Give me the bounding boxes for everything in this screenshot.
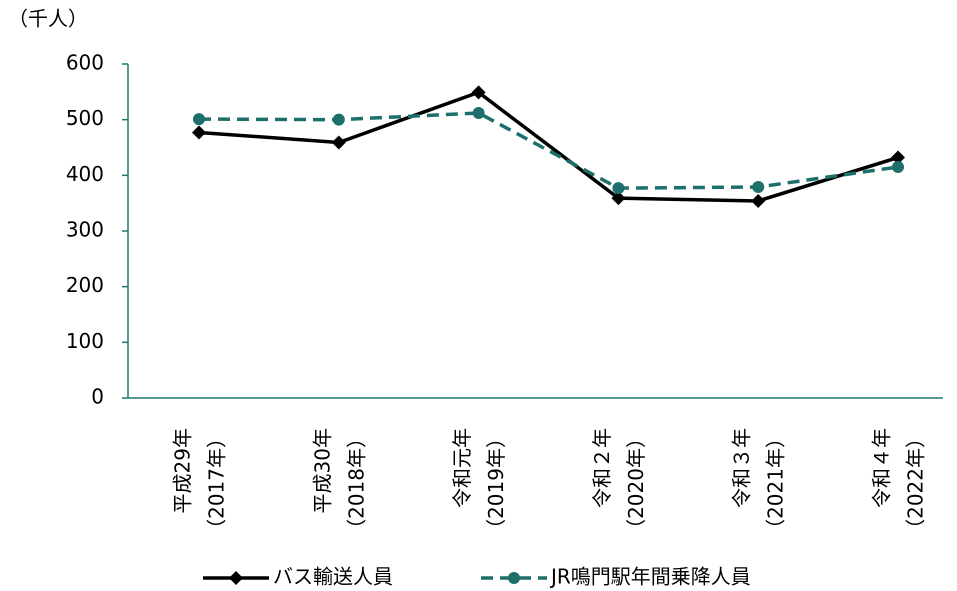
x-tick-label: 平成30年: [310, 428, 334, 513]
marker: [752, 181, 765, 194]
y-tick-label: 500: [66, 106, 104, 130]
marker: [471, 85, 486, 100]
marker: [611, 191, 626, 206]
x-tick-label: 令和２年: [590, 428, 614, 508]
marker: [192, 125, 206, 140]
marker: [193, 113, 205, 126]
marker: [612, 182, 625, 195]
marker: [472, 106, 485, 119]
marker: [331, 135, 346, 150]
marker: [891, 150, 905, 165]
x-tick-label: （2022年）: [904, 428, 928, 539]
series-line: [198, 90, 899, 203]
y-tick-label: 600: [66, 51, 104, 75]
y-tick-label: 200: [66, 273, 104, 297]
x-tick-label: （2021年）: [764, 428, 788, 539]
y-tick-label: 300: [66, 218, 104, 242]
x-tick-label: 令和元年: [450, 428, 474, 508]
y-tick-label: 0: [91, 385, 104, 409]
marker: [332, 113, 345, 126]
unit-label: （千人）: [8, 7, 88, 31]
x-tick-label: 令和３年: [730, 428, 754, 508]
marker: [892, 160, 904, 173]
legend-label: JR鳴門駅年間乗降人員: [549, 565, 751, 589]
marker: [508, 572, 520, 584]
marker: [751, 193, 766, 208]
x-tick-label: 平成29年: [171, 428, 195, 513]
x-tick-label: （2020年）: [624, 428, 648, 539]
x-tick-label: （2019年）: [484, 428, 508, 539]
y-tick-label: 100: [66, 329, 104, 353]
x-tick-label: （2017年）: [205, 428, 229, 539]
legend-label: バス輸送人員: [273, 565, 393, 589]
marker: [229, 571, 243, 585]
y-tick-label: 400: [66, 162, 104, 186]
x-tick-label: 令和４年: [870, 428, 894, 508]
series-line: [198, 111, 899, 190]
x-tick-label: （2018年）: [344, 428, 368, 539]
